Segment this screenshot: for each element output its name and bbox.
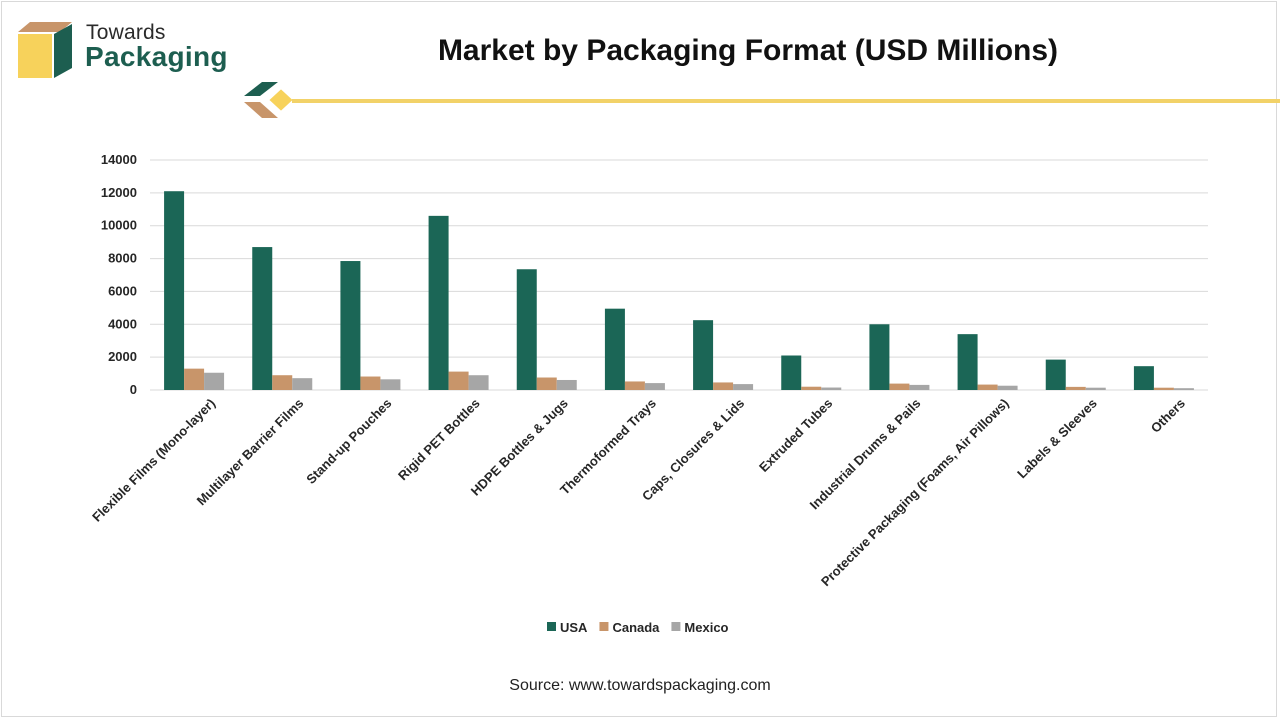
bar-usa <box>869 324 890 390</box>
bar-canada <box>272 375 293 390</box>
x-tick-label: Protective Packaging (Foams, Air Pillows… <box>818 396 1012 590</box>
bar-usa <box>252 247 273 390</box>
bar-canada <box>1153 387 1174 390</box>
bar-canada <box>977 384 998 390</box>
legend-label-canada: Canada <box>612 620 660 635</box>
y-tick-label: 6000 <box>108 283 137 298</box>
bar-usa <box>428 215 449 390</box>
bar-mexico <box>380 379 401 390</box>
x-tick-label: Rigid PET Bottles <box>395 396 483 484</box>
legend-swatch-mexico <box>671 622 681 631</box>
x-tick-label: Thermoformed Trays <box>557 396 659 498</box>
bar-usa <box>340 261 361 390</box>
x-tick-label: Extruded Tubes <box>756 396 835 475</box>
x-tick-label: Stand-up Pouches <box>303 396 394 487</box>
bar-canada <box>360 376 381 390</box>
bar-usa <box>957 334 978 390</box>
bar-mexico <box>733 384 754 390</box>
bar-mexico <box>997 385 1018 390</box>
bar-usa <box>1045 359 1066 390</box>
x-tick-label: Labels & Sleeves <box>1014 396 1100 482</box>
bar-canada <box>184 368 205 390</box>
x-tick-label: HDPE Bottles & Jugs <box>468 396 571 499</box>
legend-swatch-usa <box>547 622 556 631</box>
legend-label-mexico: Mexico <box>684 620 728 635</box>
bar-mexico <box>909 384 930 390</box>
y-tick-label: 14000 <box>101 152 137 167</box>
bar-mexico <box>1173 388 1194 390</box>
bar-mexico <box>821 387 842 390</box>
x-tick-label: Caps, Closures & Lids <box>639 396 747 504</box>
bar-usa <box>516 269 537 390</box>
bar-mexico <box>292 378 313 390</box>
bar-canada <box>801 386 822 390</box>
bar-usa <box>781 355 802 390</box>
x-tick-label: Flexible Films (Mono-layer) <box>89 396 218 525</box>
bar-canada <box>624 381 645 390</box>
legend-label-usa: USA <box>560 620 588 635</box>
bar-mexico <box>468 375 489 390</box>
bar-mexico <box>1085 387 1106 390</box>
box-logo-icon <box>18 22 72 78</box>
y-tick-label: 12000 <box>101 185 137 200</box>
bar-usa <box>164 191 185 390</box>
y-tick-label: 0 <box>130 382 137 397</box>
bar-canada <box>536 377 557 390</box>
bar-canada <box>713 382 734 390</box>
bar-usa <box>693 320 714 390</box>
decorative-divider <box>244 82 1280 118</box>
chart-title: Market by Packaging Format (USD Millions… <box>437 34 1059 67</box>
bar-mexico <box>556 379 577 390</box>
legend-swatch-canada <box>599 622 609 631</box>
y-tick-label: 2000 <box>108 349 137 364</box>
y-tick-label: 4000 <box>108 316 137 331</box>
y-tick-label: 10000 <box>101 218 137 233</box>
brand-name-top: Towards <box>86 21 166 44</box>
bar-mexico <box>644 383 665 390</box>
x-tick-label: Others <box>1148 396 1188 436</box>
bar-canada <box>1065 386 1086 390</box>
bar-usa <box>1133 366 1154 390</box>
y-tick-label: 8000 <box>108 251 137 266</box>
brand-logo: Towards Packaging <box>14 18 244 88</box>
bar-canada <box>889 383 910 390</box>
source-note: Source: www.towardspackaging.com <box>509 677 771 694</box>
brand-name-main: Packaging <box>85 41 228 72</box>
bar-usa <box>604 308 625 390</box>
bar-canada <box>448 371 469 390</box>
bar-mexico <box>204 372 225 390</box>
